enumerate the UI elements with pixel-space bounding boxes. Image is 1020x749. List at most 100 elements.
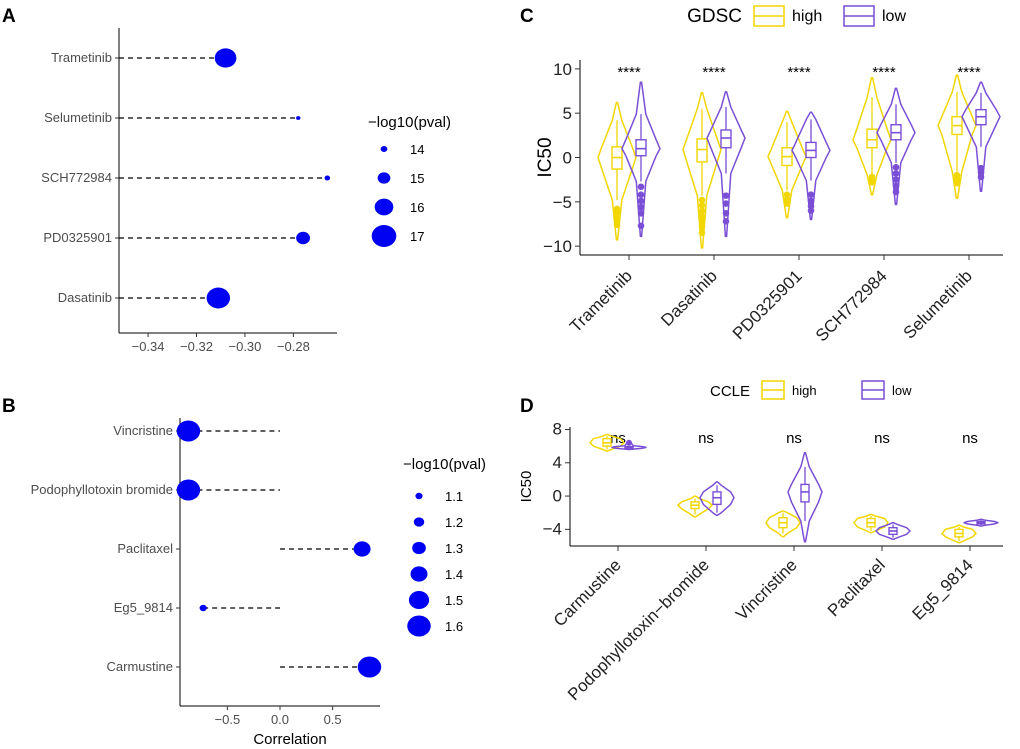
- y-tick-label: 10: [553, 60, 572, 79]
- violin-low: [963, 518, 999, 527]
- y-tick-label: Paclitaxel: [117, 541, 173, 556]
- violin-low: [621, 81, 661, 238]
- significance-label: ****: [872, 64, 896, 81]
- box-high: [866, 128, 878, 149]
- outlier-point: [637, 197, 645, 205]
- y-tick-label: Podophyllotoxin bromide: [31, 482, 173, 497]
- panel-c-violin: −10 −5 0 5 10 IC50 Trametinib **** Dasatinib ****…: [535, 5, 1003, 345]
- outlier-point: [698, 196, 706, 204]
- x-tick-label: Podophyllotoxin−bromide: [564, 555, 713, 704]
- x-tick-label: Vincristine: [732, 555, 801, 624]
- violin-high: [589, 433, 625, 452]
- legend-key: [413, 517, 425, 527]
- legend-label: low: [882, 8, 906, 25]
- legend-title: −log10(pval): [368, 114, 451, 131]
- outlier-point: [722, 218, 730, 225]
- outlier-point: [892, 176, 900, 183]
- violin-high: [852, 76, 892, 196]
- legend-title: GDSC: [687, 6, 742, 27]
- violin-low: [699, 481, 735, 516]
- significance-label: ****: [617, 64, 641, 81]
- data-point: [353, 541, 371, 557]
- legend-label: 1.2: [445, 515, 463, 530]
- legend-key: [412, 541, 426, 555]
- violin-low: [706, 91, 746, 238]
- box-high: [696, 138, 708, 163]
- y-tick-label: 5: [563, 104, 572, 123]
- data-point: [324, 175, 331, 181]
- legend-key: [407, 615, 431, 637]
- x-tick-label: −0.32: [180, 339, 213, 354]
- legend-key: [380, 146, 388, 152]
- violin-high: [765, 510, 801, 538]
- legend-label: 16: [410, 200, 424, 215]
- panel-a-dotplot: −0.34 −0.32 −0.30 −0.28 Trametinib Selumetini…: [41, 28, 451, 354]
- legend-label: high: [792, 8, 822, 25]
- violin-high: [597, 101, 637, 241]
- data-point: [214, 48, 237, 68]
- violin-low: [961, 81, 1001, 192]
- violin-low: [875, 521, 911, 541]
- y-axis-title: IC50: [518, 471, 535, 503]
- outlier-point: [613, 221, 621, 229]
- outlier-point: [807, 191, 815, 199]
- significance-label: ****: [787, 64, 811, 81]
- x-axis-title: Correlation: [253, 731, 326, 748]
- box-low: [800, 483, 810, 503]
- data-point: [199, 604, 207, 612]
- y-tick-label: Vincristine: [113, 423, 173, 438]
- y-tick-label: 0: [553, 486, 562, 505]
- outlier-point: [892, 163, 900, 171]
- outlier-point: [698, 207, 706, 214]
- violin-high: [941, 524, 977, 544]
- significance-label: ns: [786, 430, 802, 447]
- x-tick-label: SCH772984: [812, 266, 891, 345]
- legend-key: [410, 566, 428, 582]
- x-tick-label: −0.34: [132, 339, 165, 354]
- box-low: [720, 129, 732, 149]
- violin-high: [677, 495, 713, 518]
- outlier-point: [626, 439, 632, 446]
- outlier-point: [892, 170, 900, 177]
- legend-label: 1.4: [445, 567, 463, 582]
- outlier-point: [807, 197, 815, 205]
- y-tick-label: −10: [543, 237, 572, 256]
- x-tick-label: −0.30: [229, 339, 262, 354]
- y-tick-label: 0: [563, 148, 572, 167]
- y-tick-label: 8: [553, 420, 562, 439]
- outlier-point: [637, 191, 645, 199]
- outlier-point: [783, 200, 791, 207]
- violin-high: [682, 92, 722, 249]
- outlier-point: [698, 223, 706, 230]
- outlier-point: [637, 183, 645, 191]
- data-point: [176, 420, 201, 442]
- y-tick-label: −4: [543, 520, 562, 539]
- outlier-point: [977, 173, 985, 181]
- legend-label: low: [892, 383, 912, 398]
- y-axis-title: IC50: [535, 137, 556, 177]
- outlier-point: [613, 209, 621, 216]
- outlier-point: [892, 188, 900, 196]
- legend-label: 17: [410, 229, 424, 244]
- y-tick-label: Selumetinib: [44, 110, 112, 125]
- outlier-point: [722, 210, 730, 217]
- x-tick-label: Carmustine: [550, 555, 625, 630]
- outlier-point: [637, 203, 645, 211]
- outlier-point: [637, 222, 645, 230]
- panel-b-dotplot: −0.5 0.0 0.5 Correlation Vincristine Podophyl…: [31, 418, 486, 748]
- significance-label: ns: [874, 430, 890, 447]
- outlier-point: [698, 229, 706, 237]
- y-tick-label: Carmustine: [107, 659, 173, 674]
- legend-label: 1.5: [445, 593, 463, 608]
- legend-key: [408, 590, 430, 610]
- outlier-point: [698, 212, 706, 220]
- legend-label: 15: [410, 171, 424, 186]
- outlier-point: [722, 192, 730, 199]
- violin-low: [787, 452, 823, 543]
- legend-label: 1.3: [445, 541, 463, 556]
- outlier-point: [868, 179, 876, 186]
- panel-d-violin: −4 0 4 8 IC50 Carmustine ns Podophyllotoxin−bro…: [518, 380, 1003, 704]
- legend-key: [371, 225, 397, 247]
- legend-label: 1.1: [445, 489, 463, 504]
